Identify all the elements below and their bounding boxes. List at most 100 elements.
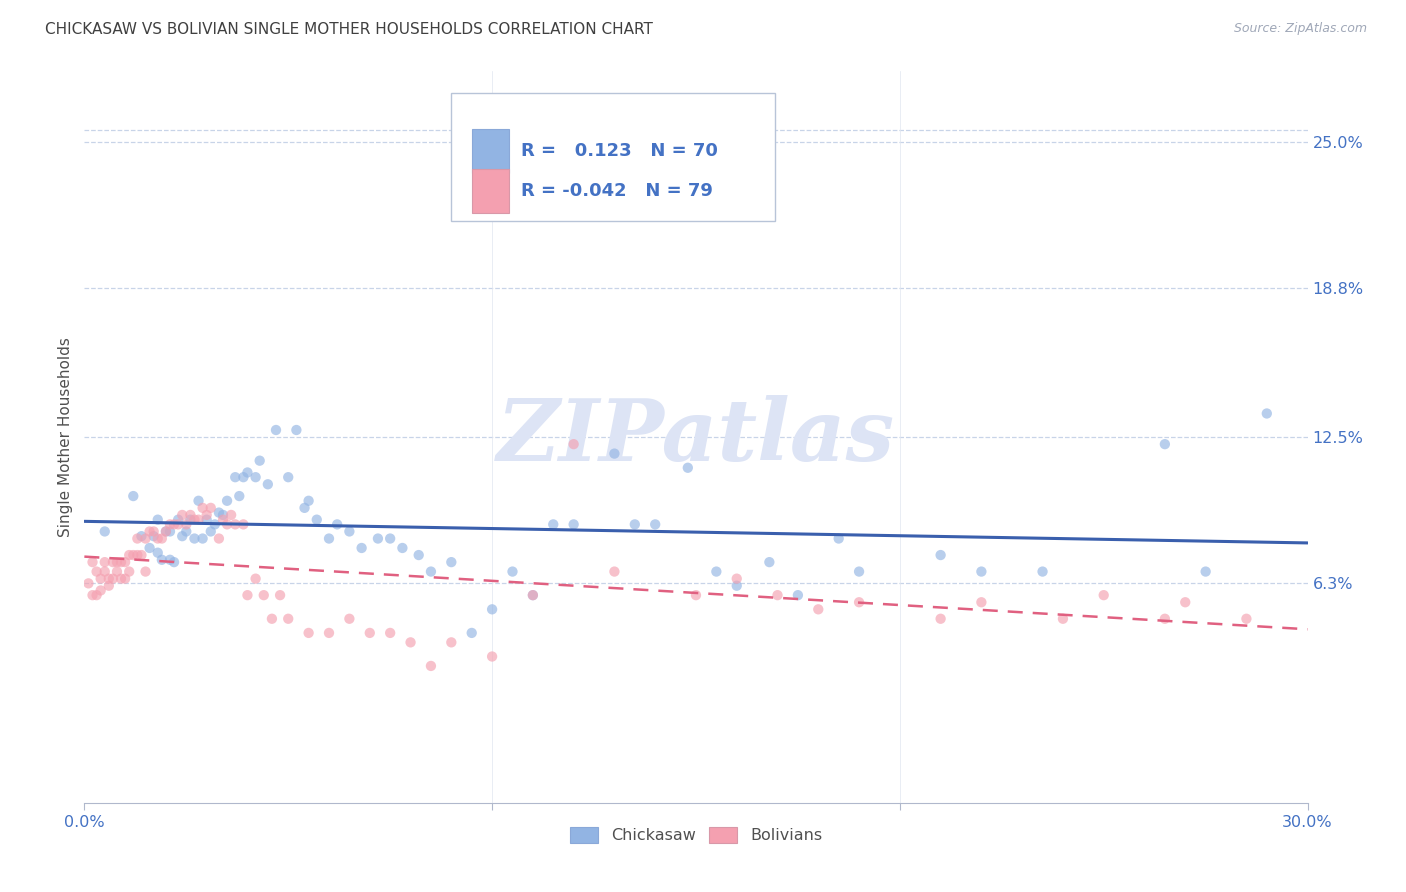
Point [350,541,373,555]
Point [217,493,239,508]
Point [105,565,128,579]
Point [183,532,205,546]
Point [93,524,115,539]
Point [706,565,728,579]
Point [155,524,177,539]
Point [440,635,463,649]
Point [204,517,226,532]
Point [224,517,246,532]
Legend: Chickasaw, Bolivians: Chickasaw, Bolivians [564,821,828,850]
Point [191,500,214,515]
Point [118,565,141,579]
Point [766,588,789,602]
Point [380,626,402,640]
Point [1154,612,1177,626]
Point [339,612,361,626]
FancyBboxPatch shape [472,129,509,173]
Point [172,529,194,543]
Point [167,513,190,527]
Point [481,602,503,616]
Point [172,508,194,522]
Point [305,513,328,527]
Point [232,517,254,532]
Point [1256,407,1278,421]
Point [135,532,157,546]
Point [195,508,218,522]
Point [929,548,952,562]
Point [725,572,748,586]
Point [131,548,153,562]
Point [522,588,544,602]
Point [298,626,321,640]
Point [131,529,153,543]
Point [101,572,124,586]
Point [146,513,169,527]
Point [155,524,177,539]
Point [253,588,276,602]
Point [326,517,349,532]
Point [159,524,181,539]
Point [77,576,100,591]
Point [828,532,851,546]
Point [1174,595,1197,609]
Point [146,546,169,560]
Point [86,588,108,602]
Point [167,517,190,532]
Point [118,548,141,562]
Point [461,626,484,640]
Point [138,524,160,539]
Point [163,517,186,532]
Point [142,529,165,543]
Point [562,437,585,451]
Point [90,572,112,586]
Point [163,555,186,569]
Point [260,612,283,626]
Point [502,565,524,579]
Point [339,524,361,539]
Point [135,565,157,579]
Point [138,541,160,555]
Point [249,453,271,467]
Point [787,588,810,602]
Point [399,635,422,649]
Point [420,565,443,579]
Point [110,555,132,569]
Point [86,565,108,579]
Point [562,517,585,532]
Point [1032,565,1054,579]
Point [245,572,267,586]
Point [848,565,870,579]
Point [603,447,626,461]
Point [191,532,214,546]
Point [200,500,222,515]
Text: CHICKASAW VS BOLIVIAN SINGLE MOTHER HOUSEHOLDS CORRELATION CHART: CHICKASAW VS BOLIVIAN SINGLE MOTHER HOUS… [45,22,652,37]
Point [122,489,145,503]
Point [174,524,197,539]
Point [179,513,201,527]
Text: Source: ZipAtlas.com: Source: ZipAtlas.com [1233,22,1367,36]
Point [481,649,503,664]
Point [159,517,181,532]
Point [183,513,205,527]
Point [1195,565,1218,579]
Point [264,423,287,437]
Point [236,466,259,480]
Point [543,517,565,532]
Point [970,595,993,609]
Point [105,555,128,569]
Point [159,553,181,567]
Point [174,517,197,532]
Point [624,517,647,532]
Point [82,555,104,569]
Point [285,423,308,437]
Point [232,470,254,484]
Point [208,506,231,520]
Point [758,555,780,569]
Text: R = -0.042   N = 79: R = -0.042 N = 79 [522,182,713,200]
Point [127,532,149,546]
Point [142,524,165,539]
Point [318,532,340,546]
Point [217,517,239,532]
Point [114,572,136,586]
Point [522,588,544,602]
